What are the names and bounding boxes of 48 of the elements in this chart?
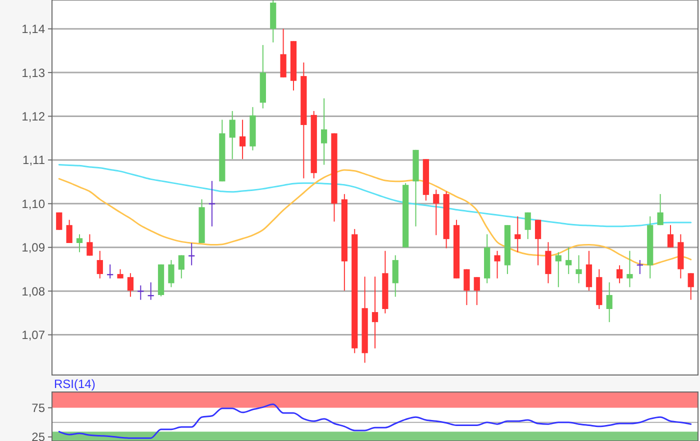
candlestick: [168, 260, 174, 288]
candlestick: [188, 242, 195, 266]
candlestick: [688, 272, 694, 300]
candlestick: [66, 219, 72, 244]
candlestick: [524, 212, 531, 240]
candlestick: [566, 246, 572, 275]
candlestick: [56, 212, 62, 230]
candlestick: [372, 276, 378, 349]
y-tick-label: 25: [32, 430, 46, 441]
candlestick: [76, 234, 83, 253]
candlestick: [117, 268, 124, 279]
y-tick-label: 1,09: [22, 240, 46, 255]
candlestick: [464, 268, 470, 306]
line-series: [58, 404, 692, 439]
candlestick: [616, 264, 623, 284]
candlestick: [229, 110, 236, 160]
candlestick: [96, 250, 103, 279]
candlestick: [626, 250, 633, 288]
y-tick-label: 1,11: [22, 153, 46, 168]
candlestick: [208, 180, 216, 227]
y-tick-label: 1,13: [22, 66, 46, 80]
candlestick: [320, 98, 328, 166]
candlestick: [494, 250, 500, 279]
candlestick: [392, 254, 398, 298]
candlestick: [576, 254, 582, 284]
candlestick: [514, 216, 521, 253]
y-tick-label: 75: [32, 400, 46, 415]
candlestick: [127, 272, 134, 298]
candlestick: [555, 252, 562, 288]
candlestick: [667, 224, 674, 248]
candlestick: [178, 254, 184, 279]
chart-title: RSI(14): [54, 377, 96, 391]
candlestick: [474, 276, 480, 306]
candlestick: [138, 284, 144, 300]
candlestick: [239, 119, 246, 160]
candlestick: [433, 189, 440, 236]
candlestick: [534, 219, 542, 266]
y-tick-label: 1,14: [22, 22, 46, 36]
y-tick-label: 1,08: [22, 284, 46, 298]
candlestick: [86, 234, 93, 256]
candlestick: [545, 242, 552, 284]
y-tick-label: 1,12: [22, 109, 46, 124]
y-tick-label: 1,07: [22, 328, 46, 342]
candlestick: [586, 250, 592, 292]
candlestick: [606, 282, 612, 323]
y-tick-label: 1,10: [22, 196, 46, 211]
candlestick: [280, 28, 286, 78]
candlestick: [657, 194, 664, 226]
